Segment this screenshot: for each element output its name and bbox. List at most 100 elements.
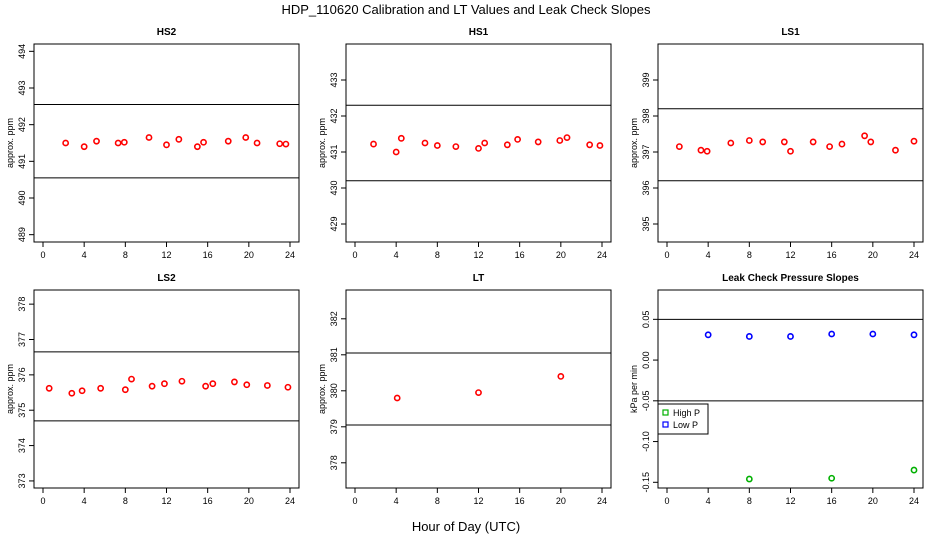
data-point [224,137,232,145]
x-tick-label: 4 [394,496,399,506]
data-point [703,147,711,155]
x-tick-label: 16 [515,250,525,260]
x-tick-label: 8 [123,496,128,506]
data-point [697,146,705,154]
data-point [45,384,53,392]
y-axis-label: approx. ppm [5,364,15,414]
x-tick-label: 16 [203,496,213,506]
data-point [861,132,868,140]
y-tick-label: 379 [329,419,339,434]
data-point [145,134,153,141]
data-point [263,382,271,389]
x-tick-label: 20 [868,250,878,260]
data-point [892,146,899,154]
x-tick-label: 4 [706,250,711,260]
data-point [62,139,70,147]
x-tick-label: 4 [82,250,87,260]
y-tick-label: 432 [329,108,339,123]
data-point [828,474,836,482]
y-tick-label: 377 [17,332,27,347]
x-tick-label: 12 [785,496,795,506]
x-tick-label: 16 [515,496,525,506]
x-tick-label: 24 [909,496,919,506]
data-point [393,394,401,402]
x-tick-label: 24 [285,496,295,506]
y-tick-label: 376 [17,367,27,382]
x-tick-label: 16 [203,250,213,260]
panel-title: HS2 [157,27,177,38]
data-point [563,134,571,141]
data-point [242,134,250,141]
panel-3: LS2 0 4 8 12 16 20 24 373 374 375 376 377 378 approx. … [5,273,300,506]
data-point [759,138,767,146]
data-point [838,140,846,148]
x-tick-label: 0 [664,250,669,260]
data-point [745,333,753,340]
data-point [80,143,88,151]
y-axis-label: approx. ppm [629,118,639,168]
y-tick-label: 398 [641,108,651,123]
y-tick-label: 375 [17,403,27,418]
data-point [93,137,100,145]
y-tick-label: 433 [329,72,339,87]
data-point [586,141,594,149]
legend-marker [662,421,669,428]
data-point [534,138,542,146]
y-tick-label: 374 [17,438,27,453]
data-point [557,372,565,380]
data-point [370,140,377,148]
data-point [475,389,482,396]
x-tick-label: 0 [40,250,45,260]
y-tick-label: 489 [17,227,27,242]
data-point [910,466,918,474]
legend-box [657,403,709,435]
x-tick-label: 24 [597,496,607,506]
data-point [209,380,217,388]
data-point [596,142,604,149]
y-tick-label: 378 [17,297,27,312]
y-tick-label: 397 [641,144,651,159]
y-axis-label: approx. ppm [5,118,15,168]
y-tick-label: 0.05 [641,311,651,329]
y-tick-label: 378 [329,455,339,470]
panel-title: LS1 [781,27,800,38]
y-tick-label: 380 [329,383,339,398]
data-point [704,331,712,339]
y-tick-label: 492 [17,117,27,132]
data-point [675,143,683,150]
x-tick-label: 12 [161,496,171,506]
panel-5: Leak Check Pressure Slopes 0 4 8 12 16 20 24 0.0… [629,273,924,506]
data-point [200,138,207,146]
data-point [910,137,918,145]
data-point [276,140,284,148]
data-point [68,389,76,397]
y-tick-label: -0.05 [641,391,651,412]
x-tick-label: 24 [909,250,919,260]
y-tick-label: 399 [641,72,651,87]
data-point [163,141,170,149]
legend: High P Low P [657,403,709,435]
y-tick-label: -0.15 [641,472,651,493]
panel-title: Leak Check Pressure Slopes [722,273,859,284]
data-point [745,137,753,144]
data-point [193,143,201,151]
y-tick-label: 491 [17,154,27,169]
panel-1: HS1 0 4 8 12 16 20 24 429 430 431 432 433 approx. ppm [317,27,612,260]
data-point [475,144,482,152]
data-point [809,138,817,146]
x-tick-label: 24 [597,250,607,260]
data-point [787,333,794,340]
data-point [114,139,122,147]
y-tick-label: 431 [329,144,339,159]
x-tick-label: 12 [161,250,171,260]
x-tick-label: 20 [244,496,254,506]
data-point [514,135,522,143]
y-tick-label: 381 [329,347,339,362]
x-tick-label: 16 [827,496,837,506]
data-point [78,387,86,395]
x-tick-label: 8 [435,250,440,260]
x-tick-label: 8 [747,250,752,260]
y-axis-label: approx. ppm [317,118,327,168]
panel-title: LT [473,273,484,284]
panel-title: HS1 [469,27,489,38]
